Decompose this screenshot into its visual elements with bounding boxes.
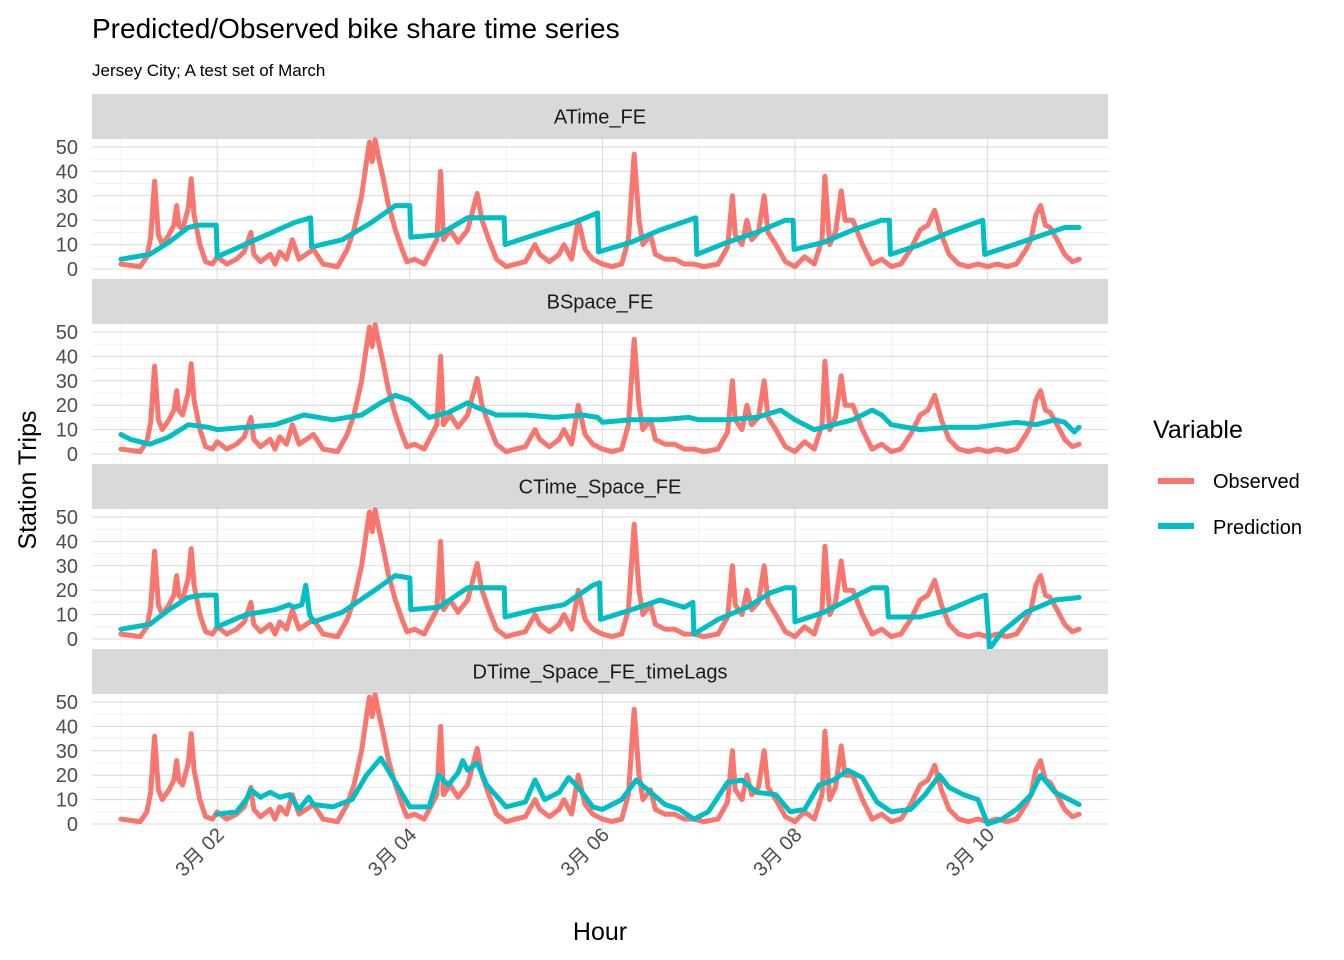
legend: Variable Observed Prediction (1153, 416, 1302, 539)
y-tick-label: 50 (56, 137, 78, 159)
y-tick-label: 0 (67, 629, 78, 651)
series-line-prediction (118, 203, 1082, 262)
y-tick-label: 0 (67, 259, 78, 281)
y-tick-label: 10 (56, 790, 78, 812)
y-tick-label: 30 (56, 556, 78, 578)
facet-panels: ATime_FE01020304050BSpace_FE01020304050C… (56, 94, 1108, 836)
facet-strip-label: DTime_Space_FE_timeLags (473, 662, 728, 684)
series-line-prediction (214, 755, 1082, 827)
y-tick-label: 10 (56, 420, 78, 442)
y-tick-label: 10 (56, 605, 78, 627)
y-tick-label: 10 (56, 235, 78, 257)
x-axis: 3月 02 3月 04 3月 06 3月 08 3月 10 (171, 824, 999, 881)
y-tick-label: 40 (56, 716, 78, 738)
y-tick-label: 30 (56, 741, 78, 763)
facet-strip (92, 649, 1108, 694)
facet-strip (92, 94, 1108, 139)
facet-strip-label: BSpace_FE (547, 292, 654, 314)
y-tick-label: 20 (56, 580, 78, 602)
y-tick-label: 40 (56, 161, 78, 183)
chart-title: Predicted/Observed bike share time serie… (92, 13, 620, 44)
series-line-prediction (118, 573, 1082, 652)
y-tick-label: 0 (67, 444, 78, 466)
series-line-observed (118, 507, 1082, 640)
y-tick-label: 30 (56, 186, 78, 208)
x-tick-label: 3月 10 (942, 824, 999, 881)
x-axis-title: Hour (573, 918, 627, 946)
x-tick-label: 3月 04 (364, 824, 421, 881)
legend-label-prediction: Prediction (1213, 517, 1302, 539)
legend-title: Variable (1153, 416, 1243, 444)
y-tick-label: 20 (56, 210, 78, 232)
y-tick-label: 30 (56, 371, 78, 393)
series-line-prediction (118, 392, 1082, 447)
series-line-observed (118, 322, 1082, 455)
y-tick-label: 40 (56, 531, 78, 553)
series-line-observed (118, 692, 1082, 825)
x-tick-label: 3月 06 (557, 824, 614, 881)
facet-strip-label: ATime_FE (554, 107, 646, 129)
y-tick-label: 50 (56, 322, 78, 344)
y-tick-label: 50 (56, 692, 78, 714)
y-tick-label: 0 (67, 814, 78, 836)
y-tick-label: 50 (56, 507, 78, 529)
y-axis-title: Station Trips (14, 411, 42, 550)
facet-strip (92, 279, 1108, 324)
y-tick-label: 20 (56, 395, 78, 417)
facet-strip-label: CTime_Space_FE (519, 477, 682, 499)
y-tick-label: 20 (56, 765, 78, 787)
legend-label-observed: Observed (1213, 471, 1300, 493)
chart-subtitle: Jersey City; A test set of March (92, 61, 325, 80)
x-tick-label: 3月 02 (171, 824, 228, 881)
x-tick-label: 3月 08 (749, 824, 806, 881)
y-tick-label: 40 (56, 346, 78, 368)
facet-strip (92, 464, 1108, 509)
